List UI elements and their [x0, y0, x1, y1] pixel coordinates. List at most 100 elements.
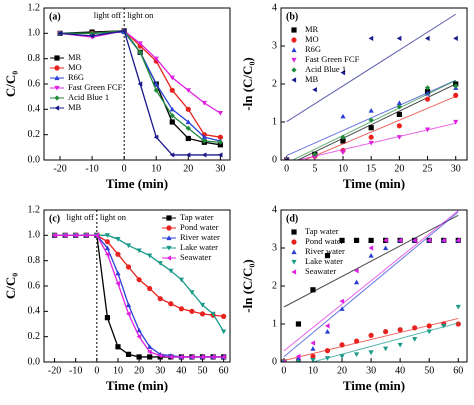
- x-tick-label: 60: [453, 365, 463, 376]
- marker: [169, 113, 175, 119]
- legend-label: River water: [180, 232, 220, 242]
- marker: [147, 253, 153, 259]
- marker: [312, 87, 317, 93]
- x-tick-label: -10: [85, 163, 98, 174]
- marker: [89, 33, 95, 39]
- marker: [147, 354, 153, 360]
- legend-label: Pond water: [180, 222, 219, 232]
- legend-label: Fast Green FCF: [68, 82, 123, 92]
- marker: [396, 35, 402, 41]
- marker: [178, 354, 184, 360]
- legend-marker: [166, 255, 172, 261]
- marker: [453, 119, 459, 125]
- panel-label: (d): [286, 213, 298, 224]
- marker: [368, 125, 374, 131]
- marker: [453, 92, 459, 98]
- legend-label: MB: [68, 102, 82, 112]
- marker: [455, 304, 461, 310]
- legend-label: Acid Blue 1: [305, 64, 346, 74]
- legend-label: Pond water: [305, 236, 344, 246]
- marker: [201, 134, 207, 140]
- x-tick-label: -10: [69, 365, 82, 376]
- marker: [189, 290, 195, 295]
- marker: [412, 237, 417, 243]
- marker: [199, 302, 206, 308]
- marker: [310, 358, 316, 362]
- legend-label: Seawater: [180, 252, 211, 262]
- x-tick-label: 20: [394, 163, 404, 174]
- marker: [340, 150, 346, 155]
- marker: [295, 355, 302, 361]
- x-tick-label: 20: [183, 163, 193, 174]
- x-tick-label: 25: [423, 163, 433, 174]
- marker: [426, 323, 432, 329]
- marker: [310, 340, 316, 346]
- marker: [185, 88, 191, 93]
- legend-label: MB: [305, 74, 319, 84]
- marker: [368, 140, 374, 146]
- marker: [136, 327, 142, 333]
- x-tick-label: 30: [366, 365, 376, 376]
- legend-marker: [54, 55, 60, 61]
- x-tick-label: 0: [94, 365, 99, 376]
- legend-marker: [291, 47, 297, 53]
- x-tick-label: 0: [122, 163, 127, 174]
- annotation: light off: [66, 212, 94, 222]
- y-tick-label: 1.0: [28, 28, 41, 39]
- fit-line: [286, 13, 456, 123]
- y-tick-label: 4: [272, 204, 277, 215]
- x-tick-label: 30: [215, 163, 225, 174]
- marker: [169, 75, 175, 81]
- marker: [185, 125, 191, 131]
- marker: [199, 311, 206, 317]
- marker: [147, 349, 152, 355]
- marker: [217, 139, 223, 145]
- marker: [185, 152, 191, 158]
- marker: [353, 268, 359, 274]
- marker: [157, 353, 163, 359]
- y-tick-label: 1: [272, 318, 277, 329]
- fit-line: [296, 83, 456, 160]
- y-tick-label: 2: [272, 280, 277, 291]
- marker: [368, 332, 374, 338]
- marker: [368, 117, 374, 123]
- legend-marker: [54, 65, 60, 71]
- marker: [397, 327, 403, 333]
- x-tick-label: 10: [151, 163, 161, 174]
- marker: [147, 285, 153, 292]
- legend-marker: [166, 225, 172, 231]
- marker: [455, 237, 461, 243]
- marker: [136, 277, 142, 283]
- marker: [368, 245, 374, 251]
- x-tick-label: 20: [337, 365, 347, 376]
- legend-label: Lake water: [305, 256, 343, 266]
- marker: [295, 359, 302, 362]
- plot: [284, 13, 459, 160]
- marker: [383, 245, 389, 251]
- legend-marker: [54, 85, 60, 91]
- marker: [125, 264, 132, 270]
- marker: [94, 232, 99, 238]
- x-tick-label: 60: [219, 365, 229, 376]
- marker: [312, 154, 318, 160]
- y-tick-label: 0.2: [28, 331, 41, 342]
- legend-marker: [291, 37, 297, 43]
- marker: [353, 279, 360, 285]
- marker: [115, 237, 121, 242]
- legend-label: River water: [305, 246, 345, 256]
- y-axis-title: -ln (C/C₀): [240, 259, 255, 312]
- marker: [310, 287, 316, 293]
- marker: [340, 70, 346, 76]
- marker: [424, 35, 430, 41]
- marker: [169, 152, 175, 158]
- marker: [396, 135, 402, 140]
- legend-label: MO: [305, 34, 319, 44]
- y-tick-label: 0: [272, 154, 277, 165]
- marker: [104, 239, 111, 245]
- annotation: light on: [127, 10, 154, 20]
- marker: [169, 119, 175, 125]
- y-axis-title: -ln (C/C₀): [240, 57, 255, 110]
- marker: [157, 261, 163, 266]
- x-tick-label: 10: [308, 365, 318, 376]
